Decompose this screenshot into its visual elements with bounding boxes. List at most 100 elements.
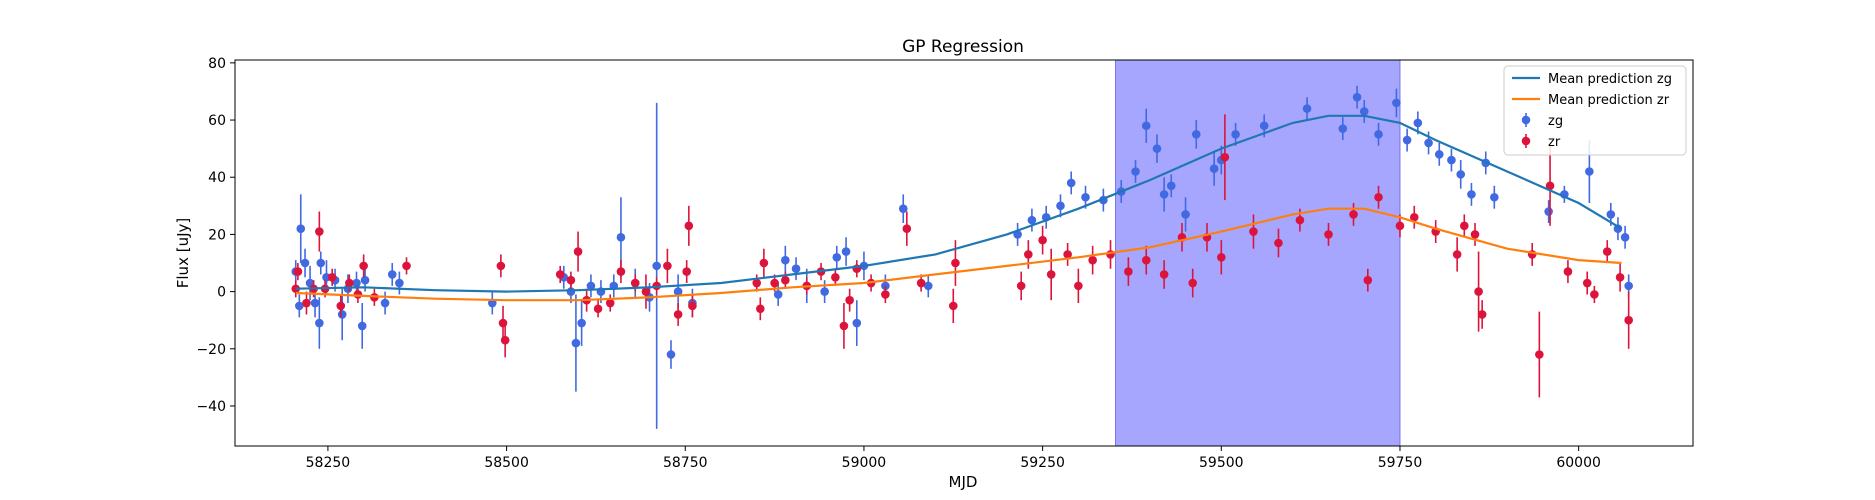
zr-point [951,258,960,268]
y-tick-label: 80 [208,56,226,72]
zr-point [1295,215,1305,225]
zg-point [1027,215,1037,225]
zr-point [1274,238,1283,248]
x-tick-label: 60000 [1556,455,1601,471]
zg-point [673,287,683,296]
zr-point [673,310,683,319]
zr-point [1016,281,1026,291]
series-zr [291,114,1633,398]
zr-point [770,278,779,288]
zr-point [345,278,354,288]
zr-point [1046,270,1056,279]
zr-point [1409,212,1419,222]
zr-point [593,304,603,314]
zg-point [1231,130,1240,139]
plot-frame [234,59,1694,447]
zg-point [652,261,661,271]
zr-point [831,273,840,282]
zr-point [327,273,337,282]
zg-point [1424,138,1433,148]
y-tick-label: 20 [208,227,226,243]
zg-point [1066,178,1076,188]
line-mean-prediction-zg [295,114,1623,293]
legend-label-mean-prediction-zr: Mean prediction zr [1548,93,1670,108]
zr-point [781,275,790,285]
zr-point [1088,255,1097,265]
zr-point [500,335,510,345]
zg-point [666,350,676,359]
x-tick-label: 59250 [1020,455,1065,471]
x-tick-label: 59500 [1199,455,1244,471]
zr-point [1470,230,1480,239]
zr-point [641,287,651,296]
zr-point [756,304,765,314]
zr-point [1324,230,1333,239]
zr-point [1159,270,1169,279]
zr-point [688,301,697,311]
zr-point [948,301,958,311]
zg-point [1606,210,1616,219]
zg-point [1259,121,1269,131]
zg-point [360,275,370,285]
zg-point [586,281,596,291]
zg-point [820,287,829,296]
x-tick-label: 59750 [1378,455,1423,471]
chart-title: GP Regression [902,37,1024,57]
zg-point [1447,155,1456,165]
zg-point [316,258,326,268]
zg-point [1392,98,1401,108]
x-axis: 58250 58500 58750 59000 59250 59500 59750 60000 [306,446,1601,471]
zg-point [300,258,310,268]
zg-point [832,252,842,262]
zr-point [315,227,324,236]
zr-point [1582,278,1592,288]
zr-point [881,290,890,299]
zg-point [852,318,862,328]
zg-point [781,255,790,265]
zg-point [616,232,626,242]
zr-point [1374,192,1383,202]
zr-point [1545,181,1555,191]
zr-point [293,267,303,276]
zg-point [1490,192,1499,202]
zr-point [1563,267,1573,276]
zg-point [791,264,801,274]
zg-point [296,224,306,233]
x-tick-label: 59000 [842,455,887,471]
zg-point [1585,167,1594,176]
zr-point [359,261,368,271]
zg-point [1141,121,1151,131]
zg-point [1209,164,1219,173]
zg-point [1434,150,1444,159]
zr-point [1024,250,1033,259]
y-tick-label: 0 [217,285,226,301]
x-tick-label: 58250 [306,455,351,471]
legend-label-mean-prediction-zg: Mean prediction zg [1548,72,1672,87]
legend: Mean prediction zg Mean prediction zr zg zr [1503,65,1687,156]
zg-point [1456,170,1466,179]
zr-point [759,258,769,268]
zg-point [1359,107,1369,116]
zg-point [1544,207,1553,216]
zr-point [555,270,565,279]
legend-label-zr: zr [1548,135,1561,150]
zr-point [1074,281,1083,291]
zr-point [1459,221,1469,231]
zr-point [402,261,411,271]
zr-point [573,247,583,256]
zg-point [387,270,397,279]
zr-point [1474,287,1483,296]
zg-point [1056,201,1065,211]
zr-point [1141,255,1151,265]
zg-point [352,278,361,288]
zr-point [1602,247,1612,256]
zg-point [841,247,851,256]
zr-point [1535,350,1544,359]
zg-point [1338,124,1348,133]
zr-point [1624,315,1633,325]
zr-point [1363,275,1373,285]
zr-point [616,267,626,276]
zr-point [684,221,694,231]
zr-point [1124,267,1133,276]
